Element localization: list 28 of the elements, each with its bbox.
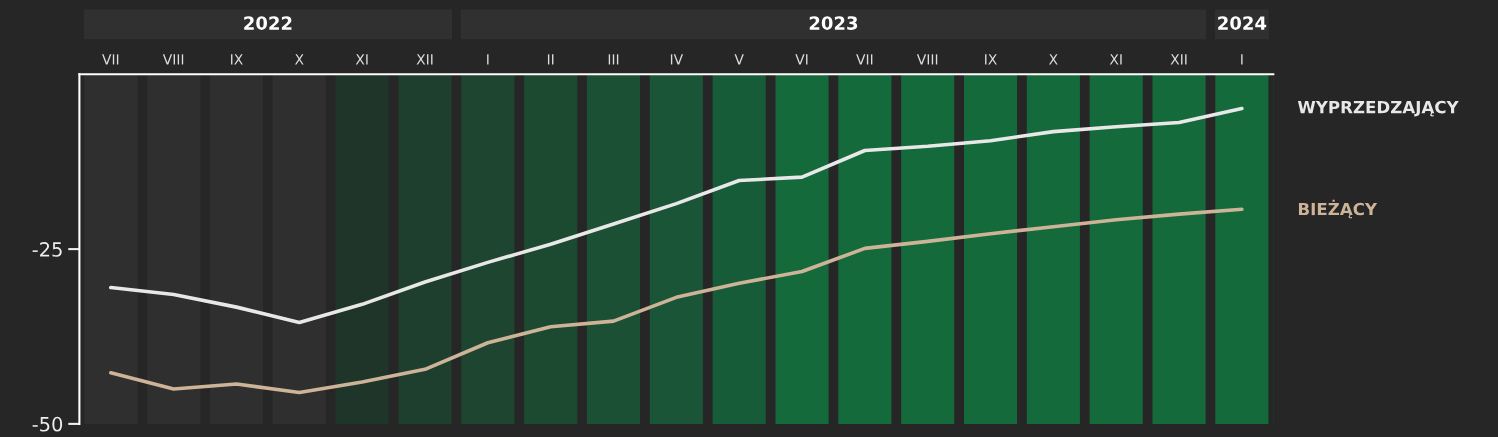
text: WYPRZEDZAJĄCY [1297,100,1459,117]
x-tick-label: II [547,54,554,65]
x-tick-label: X [1049,54,1058,65]
x-tick-label: VII [102,54,119,65]
text: 2024 [1218,16,1267,30]
x-tick-label: X [294,54,304,65]
x-tick-label: VI [795,54,808,65]
x-tick-label: IX [231,54,243,65]
x-tick-label: I [1241,54,1243,65]
x-tick-label: I [487,54,489,65]
x-tick-label: III [608,54,619,65]
x-tick-label: XII [1170,54,1187,65]
line-series [109,106,1244,325]
x-tick-label: IV [670,54,684,65]
x-tick-label: VIII [162,54,184,65]
x-tick-label: XII [416,54,433,65]
x-tick-label: IX [985,54,997,65]
text: 2023 [809,16,858,30]
x-tick-label: VII [856,54,873,65]
y-tick-label: -50 [32,416,63,432]
text: BIEŻĄCY [1298,199,1378,219]
x-tick-label: XI [1109,54,1122,65]
x-tick-label: VIII [916,54,938,65]
y-tick-label: -25 [32,242,62,257]
x-tick-label: XI [355,54,368,65]
text: 2022 [244,16,292,30]
line-series [109,207,1244,395]
x-tick-label: V [734,54,744,65]
